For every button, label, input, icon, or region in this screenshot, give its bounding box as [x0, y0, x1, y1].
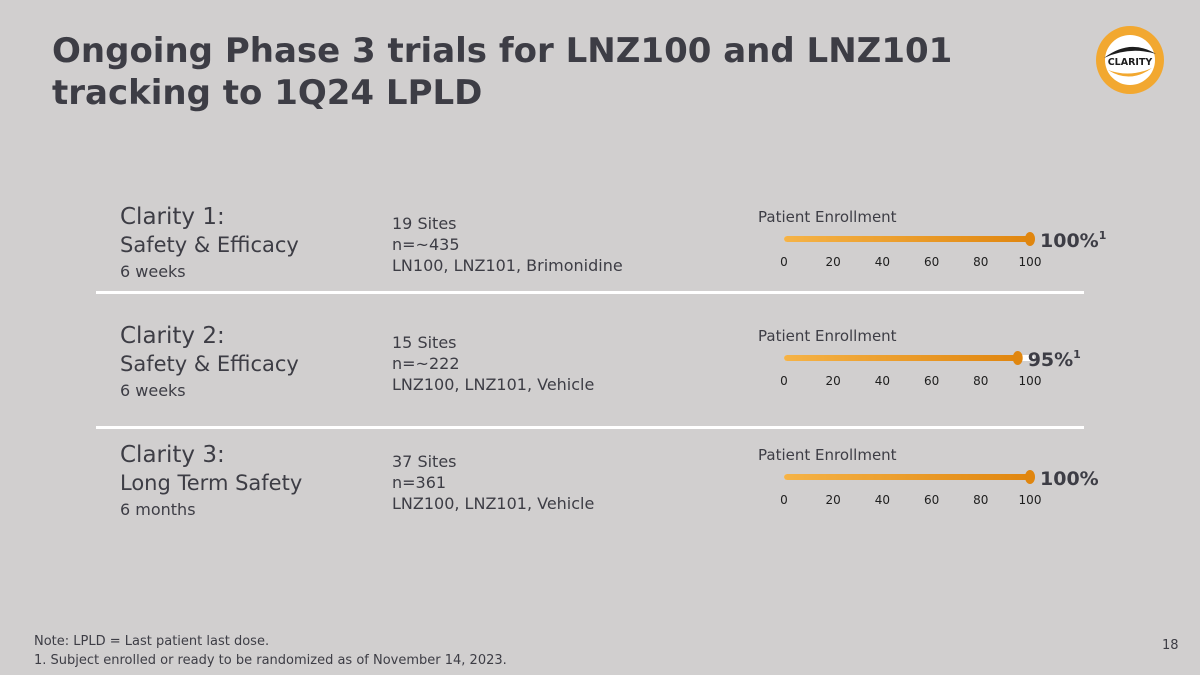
chart-title: Patient Enrollment	[758, 327, 897, 345]
x-tick-label: 40	[875, 255, 890, 269]
trial-arms: LN100, LNZ101, Brimonidine	[392, 256, 623, 275]
x-tick-label: 40	[875, 493, 890, 507]
trial-row-1: Clarity 1: Safety & Efficacy 6 weeks 19 …	[0, 204, 1200, 314]
x-tick-label: 0	[780, 255, 788, 269]
trial-sites: 15 Sites	[392, 333, 457, 352]
divider-2	[96, 426, 1084, 429]
x-tick-label: 80	[973, 374, 988, 388]
page-title: Ongoing Phase 3 trials for LNZ100 and LN…	[52, 31, 953, 113]
x-tick-label: 80	[973, 493, 988, 507]
trial-subtitle: Safety & Efficacy	[120, 352, 299, 376]
enrollment-chart-1: Patient Enrollment 100%1 0 20 40 60 80 100	[758, 208, 1106, 269]
logo-text: CLARITY	[1108, 57, 1153, 68]
page-number: 18	[1162, 638, 1179, 653]
trial-info: 19 Sites n=~435 LN100, LNZ101, Brimonidi…	[392, 213, 623, 276]
x-tick-label: 100	[1019, 374, 1042, 388]
enrollment-marker	[1012, 351, 1023, 365]
trial-duration: 6 weeks	[120, 381, 186, 400]
enrollment-bar	[784, 355, 1018, 361]
chart-title: Patient Enrollment	[758, 446, 897, 464]
trial-sites: 37 Sites	[392, 452, 457, 471]
chart-title: Patient Enrollment	[758, 208, 897, 226]
enrollment-marker	[1025, 232, 1035, 246]
x-tick-label: 60	[924, 374, 939, 388]
clarity-logo: CLARITY	[1096, 26, 1164, 94]
trial-row-3: Clarity 3: Long Term Safety 6 months 37 …	[0, 442, 1200, 552]
trial-name: Clarity 1:	[120, 204, 225, 230]
x-tick-label: 60	[924, 493, 939, 507]
trial-arms: LNZ100, LNZ101, Vehicle	[392, 494, 595, 513]
divider-1	[96, 291, 1084, 294]
x-tick-label: 0	[780, 374, 788, 388]
enrollment-value-label: 100%	[1040, 468, 1099, 490]
x-tick-label: 20	[826, 374, 841, 388]
trial-duration: 6 months	[120, 500, 196, 519]
footnote-note: Note: LPLD = Last patient last dose.	[34, 634, 270, 649]
x-tick-label: 80	[973, 255, 988, 269]
enrollment-bar	[784, 474, 1030, 480]
trial-sites: 19 Sites	[392, 214, 457, 233]
x-tick-label: 40	[875, 374, 890, 388]
logo-swoosh-icon	[1104, 46, 1156, 58]
x-tick-label: 60	[924, 255, 939, 269]
footnote-marker: 1	[1099, 229, 1107, 242]
trial-info: 15 Sites n=~222 LNZ100, LNZ101, Vehicle	[392, 332, 594, 395]
enrollment-value-label: 100%1	[1040, 229, 1106, 252]
enrollment-bar	[784, 236, 1030, 242]
footnote-marker: 1	[1073, 348, 1081, 361]
x-tick-label: 0	[780, 493, 788, 507]
trial-subtitle: Long Term Safety	[120, 471, 303, 495]
trial-row-2: Clarity 2: Safety & Efficacy 6 weeks 15 …	[0, 323, 1200, 433]
trial-n: n=~435	[392, 235, 460, 254]
enrollment-chart-3: Patient Enrollment 100% 0 20 40 60 80 100	[758, 446, 1099, 507]
trial-name: Clarity 3:	[120, 442, 225, 468]
trial-name: Clarity 2:	[120, 323, 225, 349]
trial-subtitle: Safety & Efficacy	[120, 233, 299, 257]
x-tick-label: 100	[1019, 493, 1042, 507]
enrollment-marker	[1025, 470, 1035, 484]
x-tick-label: 20	[826, 255, 841, 269]
trial-duration: 6 weeks	[120, 262, 186, 281]
trial-arms: LNZ100, LNZ101, Vehicle	[392, 375, 595, 394]
logo-lower-swoosh-icon	[1108, 68, 1152, 77]
footnote-ref-1: 1. Subject enrolled or ready to be rando…	[34, 653, 507, 668]
trial-n: n=361	[392, 473, 447, 492]
trial-info: 37 Sites n=361 LNZ100, LNZ101, Vehicle	[392, 451, 594, 514]
x-tick-label: 100	[1019, 255, 1042, 269]
trial-n: n=~222	[392, 354, 460, 373]
enrollment-chart-2: Patient Enrollment 95%1 0 20 40 60 80 100	[758, 327, 1081, 388]
x-tick-label: 20	[826, 493, 841, 507]
enrollment-value-label: 95%1	[1028, 348, 1081, 371]
